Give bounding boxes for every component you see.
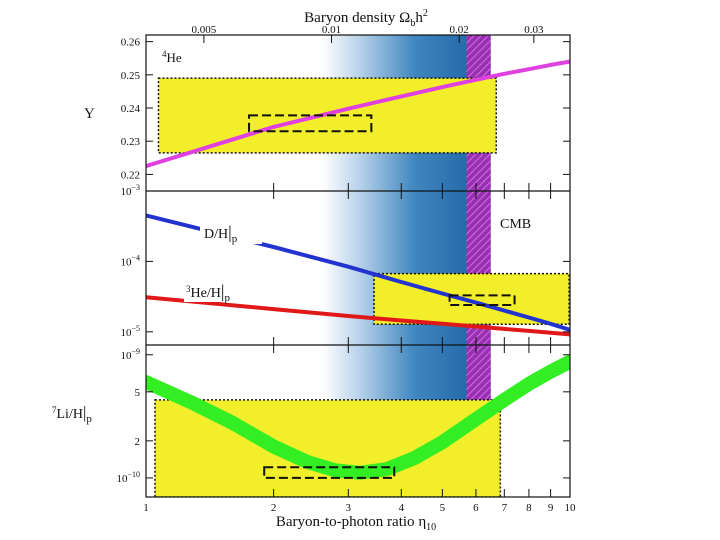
helium-panel-label-sup: 4 <box>162 49 167 59</box>
lithium-y-label-sub: p <box>86 413 92 425</box>
top-axis-title-part-c: h <box>415 10 423 26</box>
helium3-label-sub: p <box>224 292 230 304</box>
x-tick-label: 6 <box>473 502 479 514</box>
plot-frame: 0.260.250.240.230.2210−310−410−510−95210… <box>116 34 571 498</box>
top-axis-title: Baryon density Ωbh2 <box>304 8 428 29</box>
top-tick-label: 0.03 <box>524 24 544 36</box>
lithium-y-label-text: Li/H <box>57 407 83 422</box>
outer-frame <box>145 34 571 498</box>
helium-4-ytick-label: 0.26 <box>121 37 141 49</box>
top-axis-title-sup: 2 <box>423 8 428 19</box>
deuterium-helium-3-ytick-label: 10−3 <box>120 183 140 198</box>
helium3-label-text: He/H <box>191 286 221 301</box>
deuterium-helium-3-ytick-label: 10−4 <box>120 253 140 268</box>
lithium-7-ytick-label: 10−10 <box>116 470 140 485</box>
deuterium-helium-3-series-1 <box>146 213 570 332</box>
deuterium-helium-3-series-2 <box>146 295 570 337</box>
helium-y-label: Y <box>84 106 95 122</box>
x-tick-label: 2 <box>271 502 277 514</box>
top-tick-label: 0.01 <box>322 24 341 36</box>
x-tick-label: 7 <box>502 502 508 514</box>
lithium-7-ytick-label: 2 <box>135 436 141 448</box>
lithium-7-ytick-base: 10 <box>116 473 128 485</box>
lithium-7-ytick-label: 10−9 <box>120 347 140 362</box>
x-tick-label: 9 <box>548 502 554 514</box>
lithium-7-ytick-base: 2 <box>135 436 141 448</box>
deuterium-helium-3-ytick-label: 10−5 <box>120 324 140 339</box>
x-tick-label: 1 <box>143 502 149 514</box>
x-tick-label: 3 <box>346 502 352 514</box>
lithium-7-ytick-exp: −10 <box>127 470 140 479</box>
helium3-label-bar: | <box>221 281 225 301</box>
lithium-7-ytick-label: 5 <box>135 387 141 399</box>
helium-panel-label: 4He <box>162 49 182 65</box>
x-axis-title-sub: 10 <box>426 522 436 533</box>
bottom-axis: 1 2 3 4 5 6 7 8 9 10 <box>143 183 576 514</box>
lithium-7-panel <box>146 354 570 497</box>
deuterium-helium-3-panel <box>146 213 570 337</box>
helium-4-ytick-label: 0.25 <box>121 70 141 82</box>
panels <box>146 59 570 497</box>
x-tick-label: 4 <box>399 502 405 514</box>
lithium-y-label-sup: 7 <box>52 405 57 415</box>
helium-4-ytick-label: 0.23 <box>121 136 141 148</box>
x-tick-label: 5 <box>440 502 446 514</box>
x-tick-label: 8 <box>526 502 532 514</box>
x-axis-title-part-b: on-to-photon ratio <box>305 514 418 530</box>
x-axis-title: Baryon-to-photon ratio η10 <box>276 514 436 533</box>
helium-4-inner-box <box>248 114 373 133</box>
lithium-7-ytick-base: 10 <box>120 350 132 362</box>
deuterium-helium-3-ytick-exp: −4 <box>131 253 140 262</box>
lithium-7-inner-box <box>263 466 396 479</box>
deuterium-helium-3-inner-box <box>448 294 516 307</box>
x-tick-label: 10 <box>565 502 577 514</box>
helium-4-ytick-label: 0.24 <box>121 103 141 115</box>
deuterium-label-text: D/H <box>204 227 228 242</box>
deuterium-label-bg <box>200 224 262 244</box>
top-axis: 0.005 0.01 0.02 0.03 <box>192 24 544 43</box>
x-axis-title-part-a: Bary <box>276 514 306 530</box>
deuterium-helium-3-ytick-base: 10 <box>120 186 132 198</box>
deuterium-helium-3-ytick-exp: −5 <box>131 324 140 333</box>
top-tick-label: 0.02 <box>450 24 469 36</box>
lithium-y-label-bar: | <box>83 403 86 422</box>
helium3-label-bg <box>184 282 262 302</box>
top-axis-title-omega: Ω <box>399 10 410 26</box>
lithium-y-label: 7Li/H|p <box>52 403 92 425</box>
top-axis-title-part-a: Bary <box>304 10 334 26</box>
helium-4-panel <box>146 59 570 169</box>
helium-4-ytick-label: 0.22 <box>121 169 140 181</box>
deuterium-label-bar: | <box>228 222 232 242</box>
deuterium-helium-3-ytick-base: 10 <box>120 256 132 268</box>
top-tick-label: 0.005 <box>192 24 217 36</box>
deuterium-label: D/H|p <box>204 222 238 245</box>
lithium-7-series-1 <box>146 354 570 480</box>
deuterium-label-sub: p <box>232 233 238 245</box>
lithium-7-ytick-exp: −9 <box>131 347 140 356</box>
helium-4-series-1 <box>146 59 570 169</box>
deuterium-helium-3-ytick-base: 10 <box>120 327 132 339</box>
helium3-label-sup: 3 <box>186 284 191 294</box>
top-axis-title-part-b: on density <box>333 10 399 26</box>
helium3-label: 3He/H|p <box>186 281 230 304</box>
lithium-7-ytick-base: 5 <box>135 387 141 399</box>
top-axis-title-sub: b <box>410 18 415 29</box>
helium-panel-label-text: He <box>167 50 182 65</box>
x-axis-title-eta: η <box>418 514 426 530</box>
deuterium-helium-3-ytick-exp: −3 <box>131 183 140 192</box>
cmb-label: CMB <box>500 217 531 232</box>
